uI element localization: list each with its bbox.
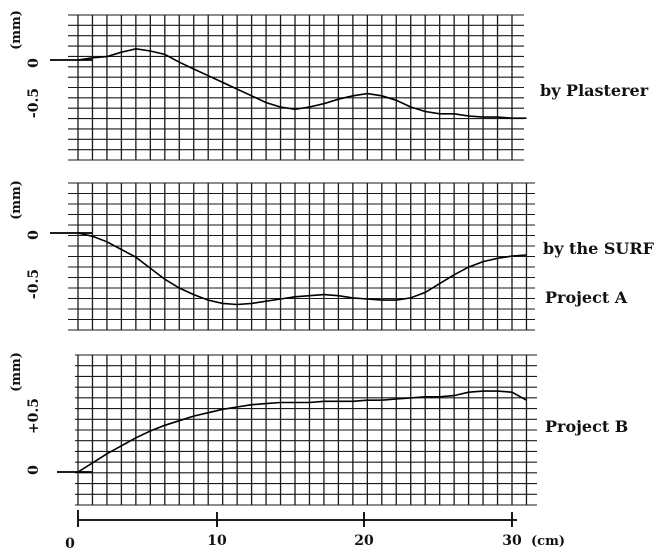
panel-project-a-grid	[50, 182, 535, 331]
x-tick-label-10: 10	[207, 533, 227, 549]
panel-project-b-ylabel: (mm)	[9, 352, 24, 392]
panel-project-b-ytick-0: +0.5	[26, 398, 42, 434]
panel-project-a-ylabel: (mm)	[9, 180, 24, 220]
panel-project-b-ytick-1: 0	[26, 465, 42, 475]
panel-project-a: (mm) 0 -0.5 by the SURF Project A	[9, 180, 655, 331]
panel-project-a-label-line1: by the SURF	[543, 239, 655, 258]
panel-project-a-label-line2: Project A	[545, 288, 628, 307]
x-tick-label-20: 20	[354, 533, 374, 549]
x-tick-label-0: 0	[65, 536, 75, 552]
panel-plasterer-ylabel: (mm)	[9, 10, 24, 50]
x-tick-label-30: 30	[502, 533, 522, 549]
panel-project-b-label: Project B	[545, 417, 628, 436]
panel-project-a-ytick-1: -0.5	[26, 269, 42, 299]
panel-plasterer-ytick-0: 0	[26, 58, 42, 68]
panel-plasterer-curve	[77, 47, 527, 119]
panel-plasterer-grid	[50, 14, 524, 161]
panel-plasterer-label: by Plasterer	[540, 81, 649, 100]
panel-project-b-grid	[57, 354, 537, 506]
panel-project-b-curve	[77, 390, 527, 473]
panel-project-b: (mm) +0.5 0 Project B	[9, 352, 628, 506]
x-unit-label: (cm)	[531, 534, 565, 549]
panel-project-a-curve	[77, 232, 527, 306]
panel-plasterer-ytick-1: -0.5	[26, 88, 42, 118]
panel-project-a-ytick-0: 0	[26, 230, 42, 240]
x-axis: 0 10 20 30 (cm)	[65, 510, 565, 552]
panel-plasterer: (mm) 0 -0.5 by Plasterer	[9, 10, 649, 161]
